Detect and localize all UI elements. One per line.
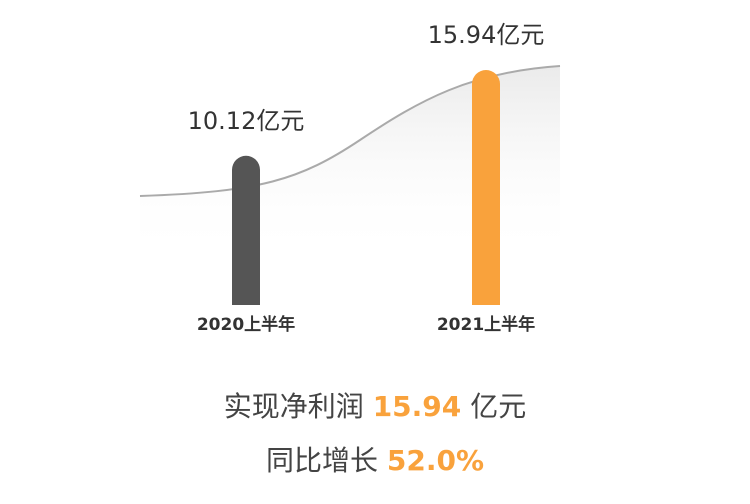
profit-label: 实现净利润: [224, 390, 364, 423]
category-label: 2021上半年: [437, 314, 535, 335]
value-label: 15.94亿元: [428, 21, 545, 49]
growth-label: 同比增长: [266, 444, 378, 477]
bar: [472, 70, 500, 305]
bar: [232, 155, 260, 305]
growth-value: 52.0%: [387, 444, 484, 477]
category-label: 2020上半年: [197, 314, 295, 335]
value-label: 10.12亿元: [188, 107, 305, 135]
profit-unit: 亿元: [470, 390, 526, 423]
summary-line: 实现净利润 15.94 亿元: [224, 390, 526, 423]
growth-line: 同比增长 52.0%: [266, 444, 484, 477]
profit-value: 15.94: [373, 390, 462, 423]
